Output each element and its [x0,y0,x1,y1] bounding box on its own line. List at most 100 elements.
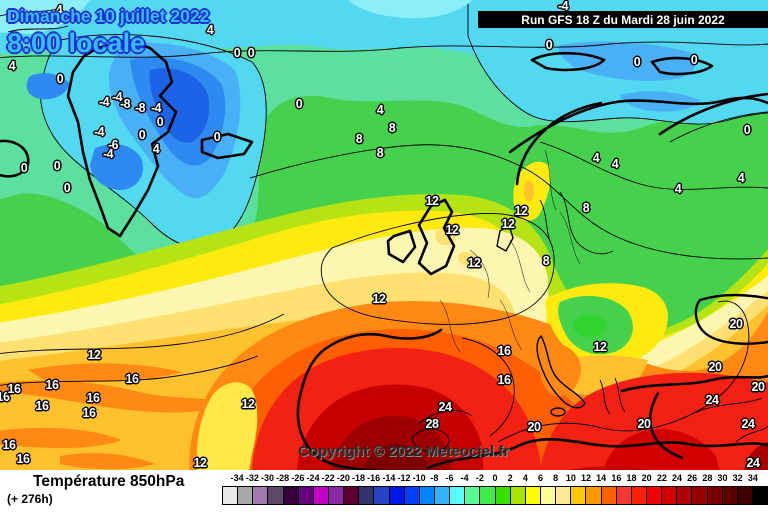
scale-cell [374,487,390,504]
scale-tick: -6 [445,473,454,483]
scale-cell [298,487,314,504]
copyright-text: Copyright © 2022 Meteociel.fr [298,443,510,460]
coastline-levant [648,391,684,460]
scale-cell [737,487,753,504]
scale-tick: -30 [260,473,275,483]
scale-tick: -4 [460,473,469,483]
scale-tick: 14 [596,473,607,483]
forecast-date: Dimanche 10 juillet 2022 [7,6,210,26]
coastline-denmark [496,224,514,252]
coastline-svalbard [530,51,606,72]
scale-tick: 24 [671,473,683,483]
scale-tick: 16 [611,473,622,483]
scale-tick: -12 [397,473,411,483]
scale-tick: 8 [553,473,559,483]
scale-tick: -34 [230,473,244,483]
legend-forecast-offset: (+ 276h) [7,492,53,506]
scale-tick: -22 [321,473,335,483]
scale-cell [465,487,481,504]
scale-tick: 10 [565,473,576,483]
scale-cell [268,487,284,504]
scale-tick: -32 [245,473,259,483]
scale-tick: -8 [430,473,439,483]
coastline-sicily [550,407,566,417]
coastlines [0,7,768,470]
coastline-norway [515,101,603,186]
scale-cell [677,487,693,504]
temperature-scale: -34 -32 -30 -28 -26 -24 -22 -20 -18 -16 -14 -12 -10-… [222,470,768,512]
scale-cell [480,487,496,504]
coastline-greenland [66,38,178,238]
scale-cell [344,487,360,504]
scale-cell [540,487,557,504]
scale-cell [495,487,511,504]
scale-cell [571,487,587,504]
warm-south-bands [0,161,768,470]
scale-cell [434,487,451,504]
scale-tick: 6 [537,473,544,483]
temperature-map-svg [0,0,768,470]
scale-tick: 30 [717,473,728,483]
scale-tick: 26 [687,473,698,483]
scale-cell [692,487,708,504]
scale-cell [707,487,723,504]
arctic-cold-bands [0,0,768,277]
scale-tick: -26 [291,473,305,483]
scale-tick: 22 [656,473,667,483]
scale-tick: 2 [507,473,513,483]
coastline-north-africa [426,438,768,470]
scale-cell [328,487,345,504]
scale-tick: -20 [336,473,350,483]
scale-tick: 18 [626,473,637,483]
scale-tick: -16 [367,473,381,483]
scale-tick: 32 [732,473,743,483]
scale-cell [646,487,663,504]
scale-cell [525,487,541,504]
legend-title: Température 850hPa [33,473,185,490]
scale-tick: -14 [382,473,396,483]
scale-tick: 4 [522,473,528,483]
scale-cell [586,487,602,504]
scale-cell [556,487,572,504]
scale-tick: -24 [306,473,320,483]
coastline-arctic-russia [508,96,768,154]
legend-footer: Température 850hPa (+ 276h) -34 -32 -30 -2 8… [0,470,768,512]
scale-cell [253,487,269,504]
scale-cell [450,487,466,504]
scale-cell [616,487,632,504]
scale-color-cells [222,486,768,505]
coastline-ireland [386,229,417,264]
scale-tick: 0 [492,473,498,483]
coastline-arctic-island [650,56,714,76]
scale-tick: -10 [412,473,426,483]
scale-tick: -18 [351,473,366,483]
date-block: Dimanche 10 juillet 2022 8:00 locale [7,6,209,59]
run-info-text: Run GFS 18 Z du Mardi 28 juin 2022 [521,12,725,27]
scale-cell [283,487,299,504]
isotherm-contours [0,41,768,453]
scale-cell [389,487,405,504]
scale-cell [631,487,647,504]
forecast-time: 8:00 locale [7,28,146,58]
scale-cell [313,487,329,504]
coastline-turkey [620,374,768,393]
coastline-iberia [296,328,443,470]
run-info-box: Run GFS 18 Z du Mardi 28 juin 2022 [478,11,768,28]
scale-tick: -2 [475,473,484,483]
scale-cell [238,487,254,504]
scale-tick: 28 [702,473,713,483]
scale-tick: 20 [641,473,652,483]
coastline-novaya-zemlya [658,92,768,136]
scale-cell [752,487,768,504]
legend-text-block: Température 850hPa (+ 276h) [7,473,184,506]
scale-cell [404,487,420,504]
scale-cell [601,487,617,504]
coastline-great-britain [417,198,456,276]
scale-cell [510,487,526,504]
scale-cell [419,487,435,504]
scale-cell [722,487,738,504]
coastline-italy [536,335,586,409]
scale-cell [223,487,239,504]
scale-tick: 12 [580,473,592,483]
